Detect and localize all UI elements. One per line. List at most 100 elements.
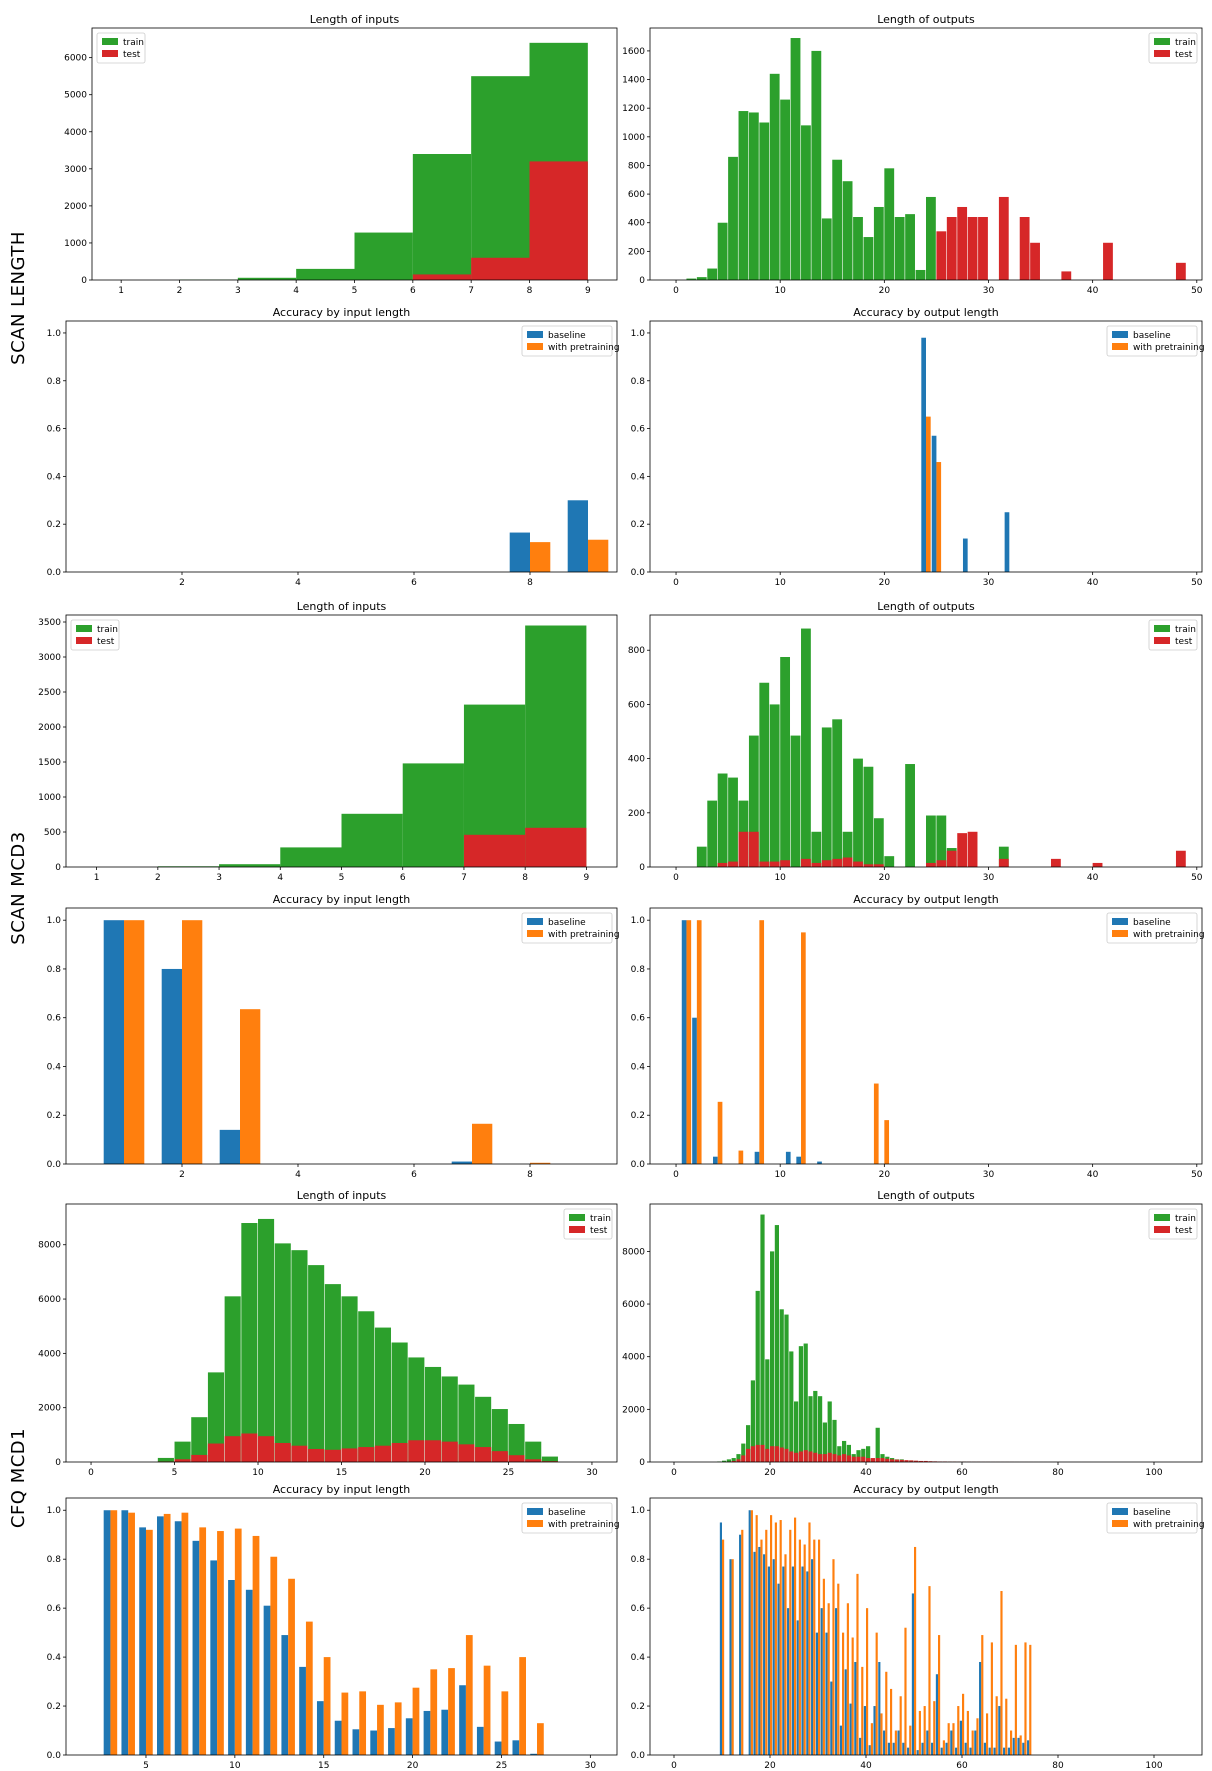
p6-test-bar [728,861,738,867]
p6-test-bar [1175,850,1186,867]
p9-test-bar [541,1461,558,1462]
p1-legend-swatch [102,50,118,57]
p12-ytick-label: 0.0 [631,1751,646,1761]
p7-xtick-label: 6 [411,1170,417,1180]
p6-test-bar [1050,858,1061,867]
p11-pretrain-bar [110,1510,118,1755]
p1-xtick-label: 5 [352,286,358,296]
p6-train-bar [936,815,947,867]
p4-legend-label: baseline [1133,331,1171,341]
p12-pretrain-bar [947,1723,950,1755]
p12-ytick-label: 0.4 [631,1653,646,1663]
p4-ytick-label: 1.0 [631,329,646,339]
p6-test-bar [811,862,822,867]
p8-axes-frame [649,907,1203,1165]
p10-panel: Length of outputs 0 20 40 60 80 100 0 2000 4000 60… [622,1189,1203,1478]
p10-train-bar [798,1346,803,1462]
p11-xtick-label: 10 [229,1761,241,1771]
p4-legend-swatch [1112,331,1128,338]
p11-baseline-bar [334,1720,342,1755]
p7-ytick-label: 1.0 [47,916,62,926]
p2-test-bar [967,217,978,280]
p12-pretrain-bar [784,1554,787,1755]
p12-pretrain-bar [875,1632,878,1755]
p9-test-bar [258,1436,275,1462]
p2-train-bar [707,268,718,280]
p6-test-bar [957,833,968,867]
p3-ytick-label: 1.0 [47,329,62,339]
p10-test-bar [731,1460,736,1462]
p9-ytick-label: 8000 [38,1241,61,1251]
p6-train-bar [717,773,728,867]
p10-ytick-label: 0 [639,1458,645,1468]
p10-train-bar [779,1309,784,1462]
p11-pretrain-bar [270,1556,278,1755]
p6-test-bar [832,858,843,867]
p2-test-bar [1175,262,1186,280]
p8-baseline-bar [817,1161,822,1164]
p11-axes-frame [65,1497,618,1756]
p4-legend-box [1106,325,1198,357]
p6-train-bar [853,758,863,867]
p11-baseline-bar [281,1635,289,1755]
p5-xtick-label: 5 [339,873,345,883]
p10-test-bar [770,1446,775,1462]
p12-baseline-bar [772,1559,775,1755]
p10-bars [717,1214,1091,1462]
p10-test-bar [803,1450,808,1462]
p11-baseline-bar [370,1730,378,1755]
p11-legend-swatch [527,1520,543,1527]
p10-test-bar [774,1446,779,1462]
p12-pretrain-bar [942,1740,945,1755]
p7-legend-label: baseline [548,918,586,928]
p3-title: Accuracy by input length [273,306,411,319]
p4-ytick-label: 0.6 [631,425,646,435]
p12-pretrain-bar [818,1539,821,1755]
p10-train-bar [789,1351,794,1462]
p12-pretrain-bar [808,1522,811,1755]
p6-ytick-label: 400 [628,755,645,765]
p2-test-bar [1019,217,1030,280]
p6-train-bar [707,800,718,867]
p12-baseline-bar [796,1620,799,1755]
p12-pretrain-bar [798,1539,801,1755]
p12-baseline-bar [983,1742,986,1755]
p2-train-bar [769,73,780,281]
p5-panel: Length of inputs 1 2 3 4 5 6 7 8 9 0 500 1000 1500 200… [38,600,618,883]
p11-baseline-bar [157,1516,164,1755]
p12-baseline-bar [753,1551,756,1755]
p9-legend-swatch [569,1214,585,1221]
p9-test-bar [475,1447,492,1462]
p4-ytick-label: 0.8 [631,377,646,387]
p12-pretrain-bar [789,1529,792,1755]
p11-legend-label: baseline [548,1508,586,1518]
p11-pretrain-bar [323,1657,331,1755]
p12-baseline-bar [758,1546,761,1755]
p12-pretrain-bar [1024,1642,1027,1755]
p10-test-bar [923,1460,928,1462]
p11-baseline-bar [441,1709,449,1755]
p12-baseline-bar [907,1747,910,1755]
p2-xtick-label: 30 [983,286,995,296]
p10-test-bar [741,1455,746,1462]
p12-bars [719,1510,1032,1755]
p1-ytick-label: 4000 [64,128,87,138]
p11-pretrain-bar [163,1513,171,1755]
p12-baseline-bar [998,1706,1001,1755]
p10-test-bar [918,1460,923,1462]
p12-baseline-bar [1027,1740,1030,1755]
p8-baseline-bar [754,1151,760,1164]
p12-pretrain-bar [966,1710,969,1755]
p2-train-bar [863,237,874,280]
p12-baseline-bar [988,1747,991,1755]
p3-axes-frame [65,320,618,573]
p10-xtick-label: 60 [956,1468,968,1478]
p9-panel: Length of inputs 0 5 10 15 20 25 30 0 2000 4000 600… [38,1189,618,1478]
p12-xtick-label: 60 [956,1761,968,1771]
p10-train-bar [770,1251,775,1462]
p1-title: Length of inputs [310,13,400,26]
p12-pretrain-bar [890,1688,893,1755]
p11-baseline-bar [494,1741,502,1755]
p7-bars [103,920,551,1164]
p9-train-bar [308,1265,325,1462]
